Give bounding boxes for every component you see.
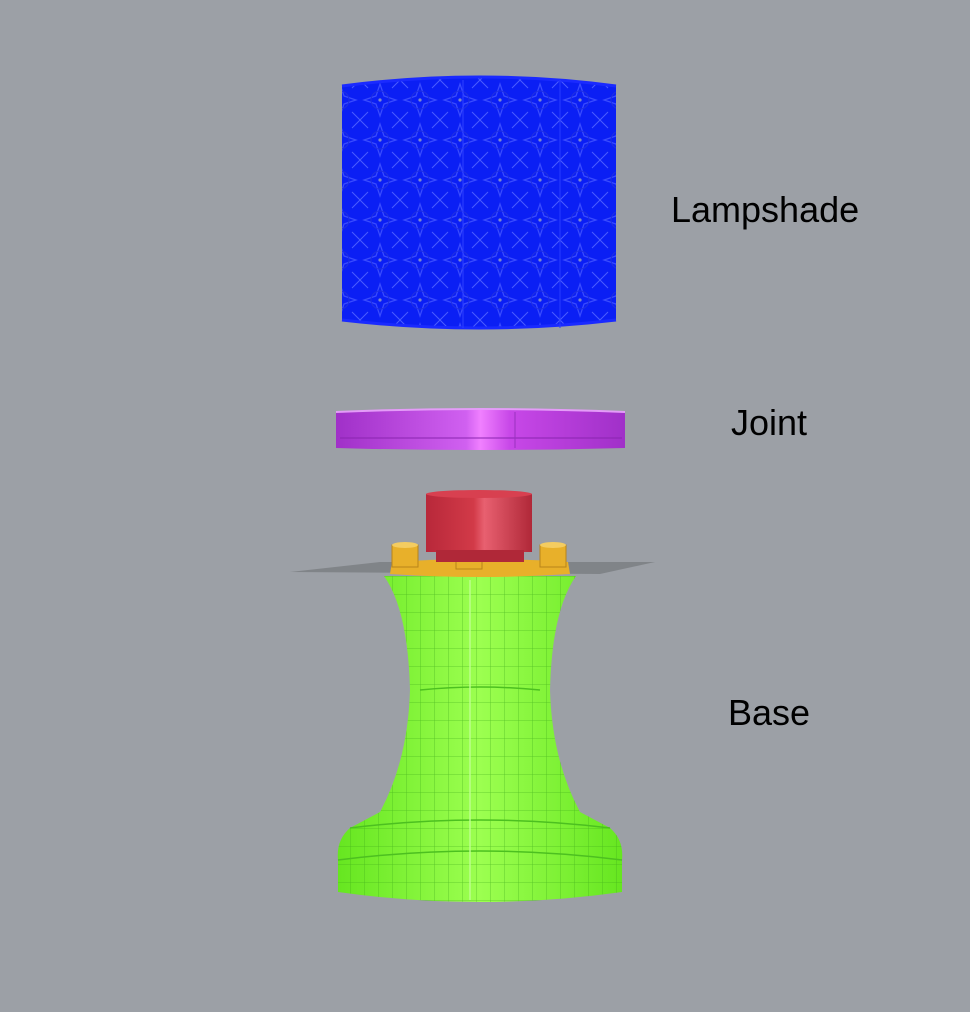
joint-part bbox=[335, 408, 626, 450]
lampshade-label: Lampshade bbox=[671, 189, 860, 230]
joint-label: Joint bbox=[731, 402, 808, 443]
connector-part bbox=[426, 490, 532, 562]
base-label: Base bbox=[728, 692, 811, 733]
base-part bbox=[337, 576, 623, 902]
lampshade-part bbox=[341, 75, 617, 330]
